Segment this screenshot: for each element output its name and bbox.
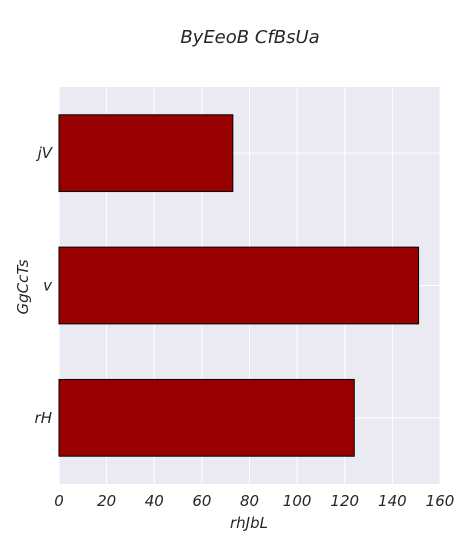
x-tick-label: 80: [240, 492, 259, 510]
x-tick-label: 160: [426, 492, 455, 510]
chart-title: ByEeoB CfBsUa: [180, 27, 319, 48]
y-axis-label: GgCcTs: [14, 259, 32, 314]
x-tick-label: 20: [97, 492, 116, 510]
y-tick-label: v: [43, 277, 53, 295]
x-tick-labels: 0 20 40 60 80 100 120 140 160: [54, 492, 454, 510]
bar: [58, 246, 420, 325]
x-tick-label: 60: [192, 492, 211, 510]
x-tick-label: 100: [283, 492, 312, 510]
bar: [58, 114, 234, 193]
x-axis-label: rhJbL: [230, 514, 268, 532]
bar: [58, 378, 355, 457]
y-tick-labels: jV v rH: [35, 144, 54, 427]
x-tick-label: 140: [378, 492, 407, 510]
x-tick-label: 40: [145, 492, 164, 510]
x-tick-label: 120: [330, 492, 359, 510]
x-tick-label: 0: [54, 492, 64, 510]
y-tick-label: jV: [36, 144, 54, 162]
y-tick-label: rH: [35, 409, 52, 427]
bars: [58, 114, 420, 457]
